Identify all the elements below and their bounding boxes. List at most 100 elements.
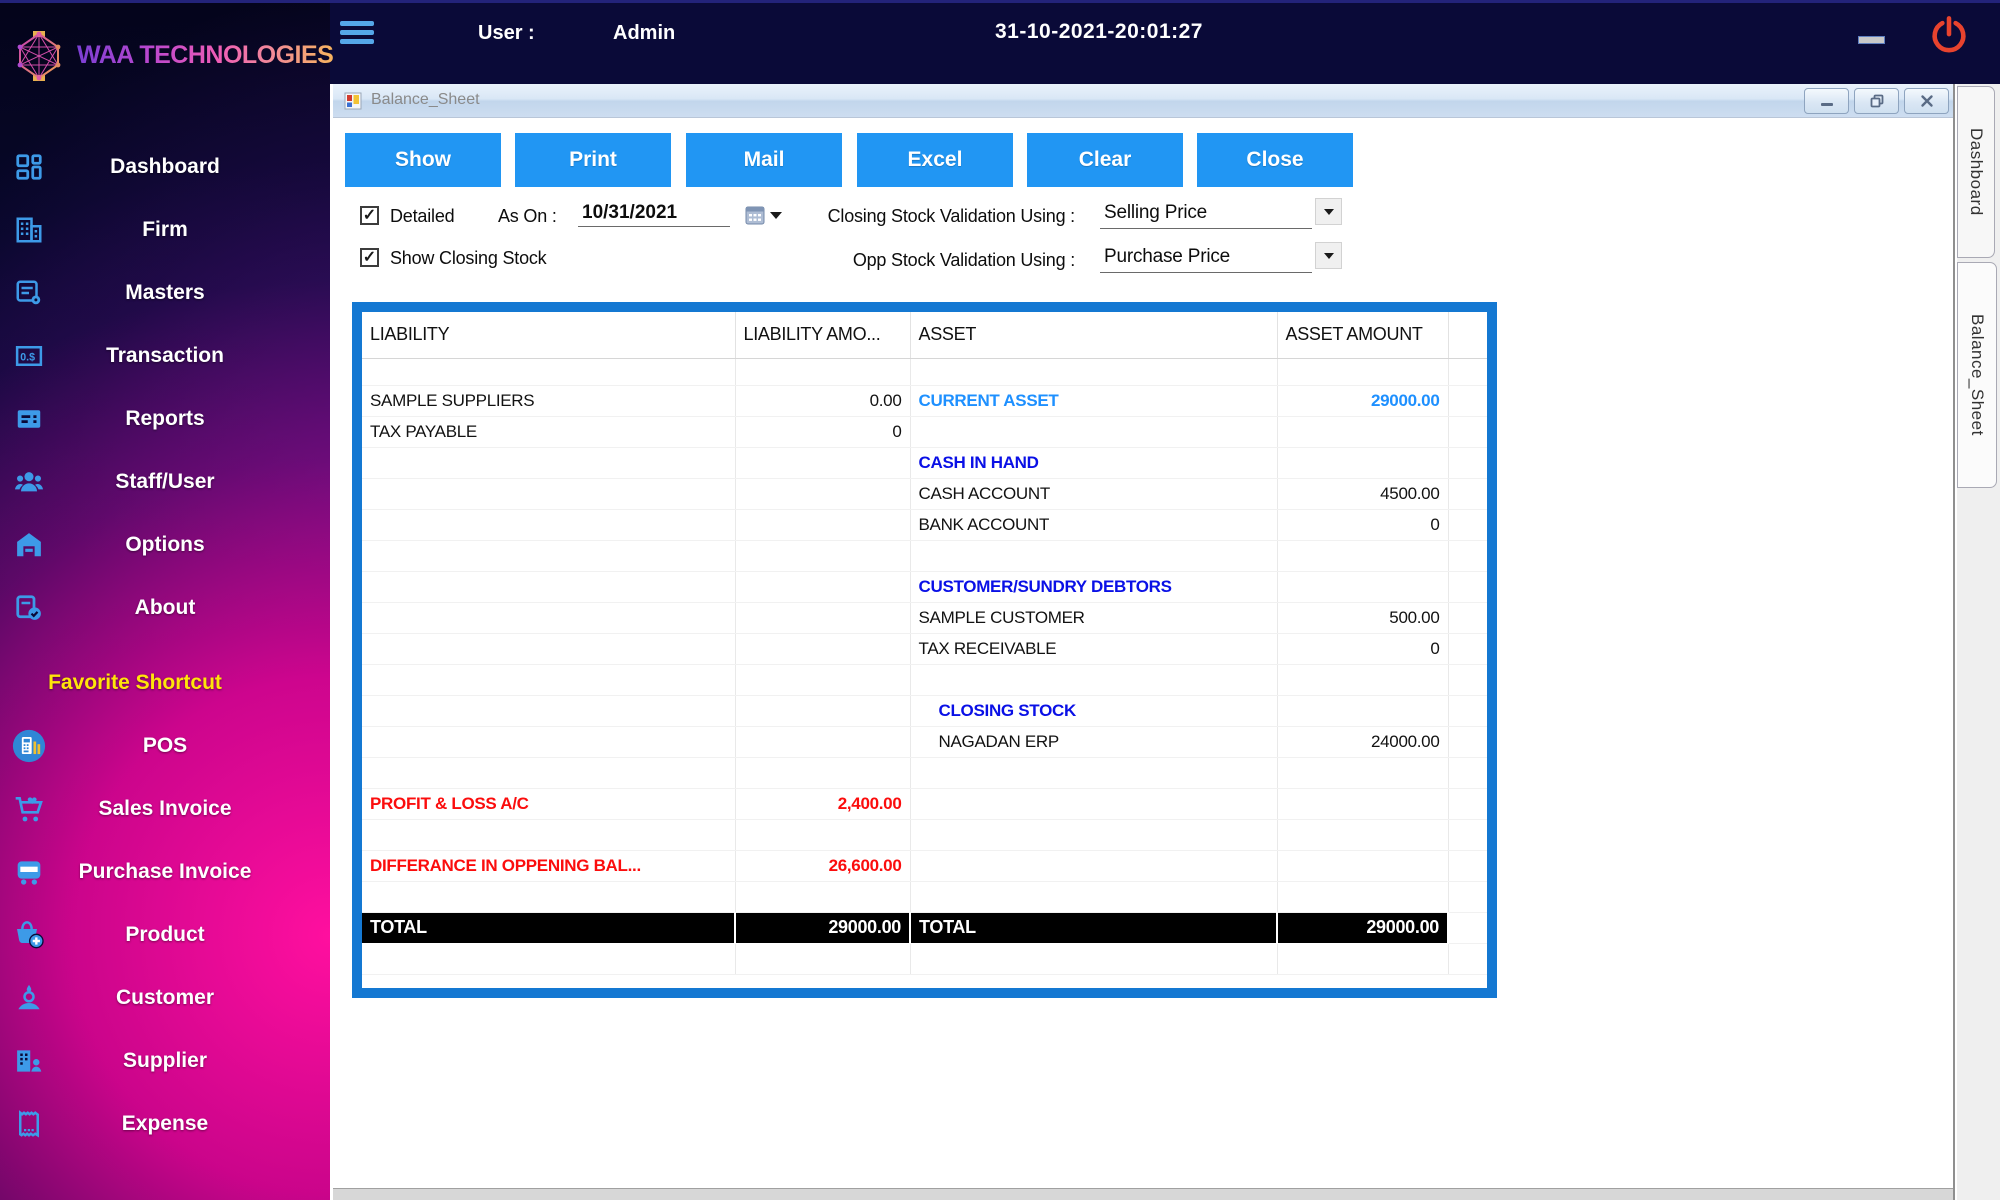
- grid-cell[interactable]: [735, 602, 911, 634]
- col-asset-amount[interactable]: ASSET AMOUNT: [1277, 312, 1449, 359]
- grid-cell[interactable]: [735, 695, 911, 727]
- power-icon[interactable]: [1928, 14, 1970, 56]
- grid-cell[interactable]: [1448, 385, 1487, 417]
- grid-cell[interactable]: 26,600.00: [735, 850, 911, 882]
- grid-cell[interactable]: [910, 757, 1278, 789]
- opp-validation-select[interactable]: Purchase Price: [1100, 244, 1312, 273]
- grid-cell[interactable]: [1448, 695, 1487, 727]
- grid-cell[interactable]: TOTAL: [362, 912, 736, 944]
- grid-cell[interactable]: CASH ACCOUNT: [910, 478, 1278, 510]
- grid-cell[interactable]: [1277, 540, 1449, 572]
- grid-cell[interactable]: [1448, 881, 1487, 913]
- grid-row[interactable]: NAGADAN ERP 24000.00: [362, 726, 1487, 758]
- grid-cell[interactable]: [1448, 633, 1487, 665]
- grid-row[interactable]: CASH IN HAND: [362, 447, 1487, 479]
- grid-cell[interactable]: [362, 726, 736, 758]
- grid-row[interactable]: TAX RECEIVABLE 0: [362, 633, 1487, 665]
- grid-cell[interactable]: [1277, 757, 1449, 789]
- sidebar-item-transaction[interactable]: 0.$ Transaction: [0, 324, 330, 387]
- sidebar-item-pos[interactable]: POS: [0, 714, 330, 777]
- close-button[interactable]: Close: [1197, 133, 1353, 187]
- sidebar-item-dashboard[interactable]: Dashboard: [0, 135, 330, 198]
- window-restore-button[interactable]: [1854, 88, 1899, 114]
- mail-button[interactable]: Mail: [686, 133, 842, 187]
- grid-cell[interactable]: [735, 447, 911, 479]
- as-on-date-input[interactable]: [578, 200, 730, 227]
- grid-row[interactable]: CUSTOMER/SUNDRY DEBTORS: [362, 571, 1487, 603]
- sidebar-item-about[interactable]: About: [0, 576, 330, 639]
- grid-cell[interactable]: [735, 571, 911, 603]
- sidebar-item-purchase-invoice[interactable]: Purchase Invoice: [0, 840, 330, 903]
- grid-cell[interactable]: [362, 664, 736, 696]
- opp-validation-dropdown-button[interactable]: [1315, 242, 1342, 269]
- grid-cell[interactable]: [1277, 943, 1449, 975]
- grid-cell[interactable]: 0.00: [735, 385, 911, 417]
- grid-cell[interactable]: [1277, 416, 1449, 448]
- grid-cell[interactable]: [735, 757, 911, 789]
- grid-cell[interactable]: [1448, 788, 1487, 820]
- col-liability-amount[interactable]: LIABILITY AMO...: [735, 312, 911, 359]
- show-button[interactable]: Show: [345, 133, 501, 187]
- grid-cell[interactable]: [910, 416, 1278, 448]
- sidebar-item-staff-user[interactable]: Staff/User: [0, 450, 330, 513]
- sidebar-item-sales-invoice[interactable]: Sales Invoice: [0, 777, 330, 840]
- grid-cell[interactable]: 500.00: [1277, 602, 1449, 634]
- grid-row[interactable]: TAX PAYABLE 0: [362, 416, 1487, 448]
- grid-cell[interactable]: [1277, 571, 1449, 603]
- grid-cell[interactable]: [1277, 695, 1449, 727]
- grid-row[interactable]: [362, 540, 1487, 572]
- grid-cell[interactable]: DIFFERANCE IN OPPENING BAL...: [362, 850, 736, 882]
- grid-cell[interactable]: [1448, 726, 1487, 758]
- grid-row[interactable]: [362, 664, 1487, 696]
- window-minimize-button[interactable]: [1804, 88, 1849, 114]
- grid-cell[interactable]: [1277, 447, 1449, 479]
- grid-cell[interactable]: [1448, 943, 1487, 975]
- closing-validation-select[interactable]: Selling Price: [1100, 200, 1312, 229]
- grid-cell[interactable]: [362, 602, 736, 634]
- grid-cell[interactable]: [1448, 571, 1487, 603]
- grid-cell[interactable]: TAX RECEIVABLE: [910, 633, 1278, 665]
- grid-cell[interactable]: BANK ACCOUNT: [910, 509, 1278, 541]
- grid-cell[interactable]: [362, 478, 736, 510]
- grid-cell[interactable]: [735, 943, 911, 975]
- col-liability[interactable]: LIABILITY: [362, 312, 736, 359]
- grid-row[interactable]: [362, 757, 1487, 789]
- grid-row[interactable]: DIFFERANCE IN OPPENING BAL... 26,600.00: [362, 850, 1487, 882]
- grid-cell[interactable]: [735, 509, 911, 541]
- grid-cell[interactable]: [1277, 850, 1449, 882]
- menu-icon[interactable]: [340, 17, 376, 53]
- print-button[interactable]: Print: [515, 133, 671, 187]
- grid-total-row[interactable]: TOTAL 29000.00 TOTAL 29000.00: [362, 912, 1487, 944]
- grid-cell[interactable]: [1448, 602, 1487, 634]
- detailed-checkbox[interactable]: ✓: [360, 206, 379, 225]
- grid-cell[interactable]: [362, 943, 736, 975]
- grid-cell[interactable]: [735, 358, 911, 386]
- sidebar-item-masters[interactable]: Masters: [0, 261, 330, 324]
- closing-validation-dropdown-button[interactable]: [1315, 198, 1342, 225]
- grid-cell[interactable]: [1277, 358, 1449, 386]
- grid-cell[interactable]: [735, 664, 911, 696]
- grid-cell[interactable]: [1277, 819, 1449, 851]
- grid-row[interactable]: CLOSING STOCK: [362, 695, 1487, 727]
- grid-cell[interactable]: CUSTOMER/SUNDRY DEBTORS: [910, 571, 1278, 603]
- grid-cell[interactable]: 29000.00: [735, 912, 911, 944]
- grid-cell[interactable]: [362, 695, 736, 727]
- grid-cell[interactable]: PROFIT & LOSS A/C: [362, 788, 736, 820]
- grid-cell[interactable]: [1448, 478, 1487, 510]
- grid-cell[interactable]: [1448, 757, 1487, 789]
- sidebar-item-product[interactable]: Product: [0, 903, 330, 966]
- grid-cell[interactable]: SAMPLE CUSTOMER: [910, 602, 1278, 634]
- grid-cell[interactable]: [910, 358, 1278, 386]
- grid-cell[interactable]: [1448, 819, 1487, 851]
- excel-button[interactable]: Excel: [857, 133, 1013, 187]
- grid-cell[interactable]: [1277, 881, 1449, 913]
- date-picker-button[interactable]: [743, 202, 787, 228]
- grid-cell[interactable]: [1448, 912, 1487, 944]
- grid-cell[interactable]: [362, 757, 736, 789]
- sidebar-item-options[interactable]: Options: [0, 513, 330, 576]
- grid-row[interactable]: CASH ACCOUNT 4500.00: [362, 478, 1487, 510]
- grid-cell[interactable]: 4500.00: [1277, 478, 1449, 510]
- grid-cell[interactable]: [1448, 664, 1487, 696]
- grid-cell[interactable]: CLOSING STOCK: [910, 695, 1278, 727]
- grid-cell[interactable]: [362, 447, 736, 479]
